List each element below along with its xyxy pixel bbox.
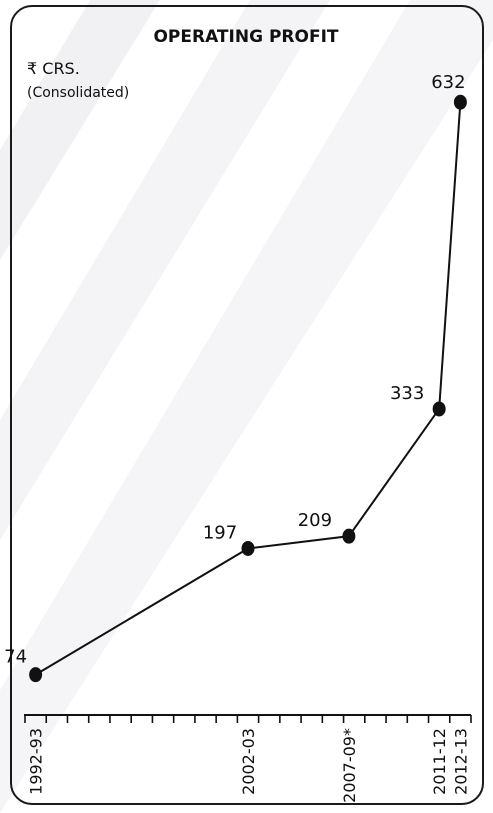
chart-subtitle: (Consolidated) <box>27 85 129 101</box>
data-label: 197 <box>203 522 237 543</box>
unit-label: ₹ CRS. <box>27 59 80 78</box>
data-point <box>432 401 446 417</box>
data-point <box>453 94 467 110</box>
data-label: 209 <box>298 510 332 531</box>
x-tick-label: 1992-93 <box>27 728 46 795</box>
data-point <box>29 667 43 683</box>
data-point <box>241 540 255 556</box>
x-tick-label: 2011-12 <box>430 728 449 795</box>
data-label: 632 <box>431 72 465 93</box>
x-tick-label: 2002-03 <box>239 728 258 795</box>
x-tick-label: 2007-09* <box>340 728 359 803</box>
plot-area: 74 1992-93 197 2002-03 209 2007-09* 333 2011-12… <box>4 72 472 803</box>
data-label: 333 <box>390 383 424 404</box>
data-point <box>342 528 356 544</box>
x-tick-label: 2012-13 <box>451 728 470 795</box>
data-label: 74 <box>4 647 27 668</box>
chart-card <box>10 5 484 805</box>
chart-title: OPERATING PROFIT <box>153 27 338 47</box>
